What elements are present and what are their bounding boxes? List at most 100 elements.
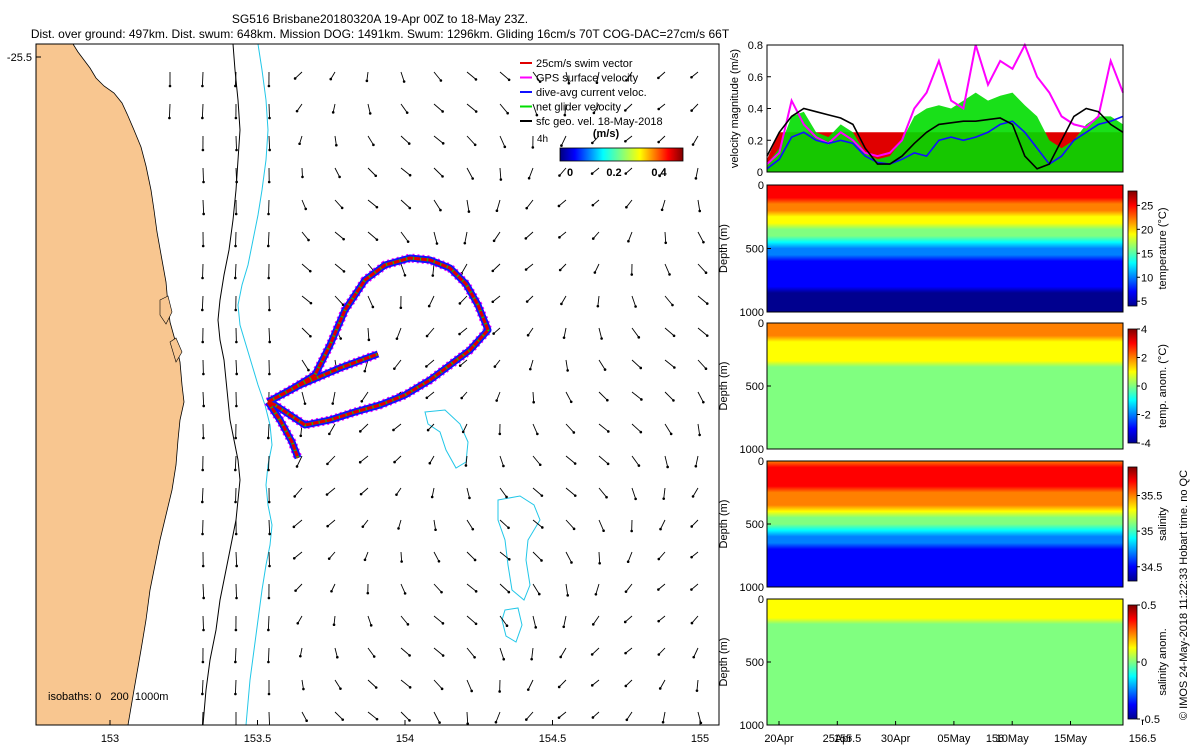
sfc-arrow	[400, 167, 411, 176]
sfc-arrow-head	[591, 203, 595, 207]
sfc-arrow	[691, 551, 699, 558]
sfc-arrow-head	[626, 560, 630, 563]
sfc-arrow-head	[338, 175, 341, 179]
sfc-arrow	[332, 391, 336, 404]
section-colorbar	[1127, 190, 1138, 307]
sfc-arrow-head	[467, 210, 471, 213]
sfc-arrow	[202, 583, 205, 599]
lon-tick-label: 153	[101, 733, 119, 745]
sfc-arrow-head	[326, 524, 329, 528]
colorbar-tick-label: 5	[1141, 296, 1147, 308]
sfc-arrow-head	[437, 560, 441, 563]
sfc-arrow	[564, 103, 567, 116]
swim-vector-track	[266, 256, 490, 459]
sfc-arrow	[334, 263, 345, 272]
sfc-arrow-head	[168, 116, 171, 120]
sfc-arrow-head	[623, 620, 627, 624]
sfc-arrow-head	[201, 532, 204, 536]
sfc-arrow-head	[293, 77, 297, 80]
sfc-arrow	[532, 551, 542, 561]
island	[159, 295, 173, 325]
section-colorbar	[1127, 466, 1138, 582]
sfc-arrow-head	[267, 628, 270, 632]
sfc-arrow	[626, 711, 633, 721]
sfc-arrow-head	[661, 720, 665, 724]
sfc-arrow	[526, 295, 534, 302]
sfc-arrow-head	[267, 180, 271, 184]
sfc-arrow	[400, 231, 409, 242]
sfc-arrow-head	[531, 146, 535, 149]
velocity-ytick-label: 0.8	[748, 40, 763, 52]
sfc-arrow-head	[495, 209, 499, 213]
sfc-arrow	[664, 263, 670, 275]
sfc-arrow-head	[395, 337, 399, 340]
sfc-arrow-head	[471, 527, 475, 531]
sfc-arrow-head	[529, 367, 532, 371]
sfc-arrow-head	[307, 238, 310, 242]
map-frame	[35, 43, 720, 726]
section-panel-2: 0 500 1000 Depth (m) 4 2 0 -2 -4 temp. anom. (°C)	[718, 318, 1169, 456]
sfc-arrow-head	[570, 561, 573, 564]
colorbar-tick-label: 2	[1141, 353, 1147, 365]
sfc-arrow	[400, 583, 406, 594]
sfc-arrow	[565, 391, 572, 403]
sfc-arrow-head	[662, 497, 666, 500]
sfc-arrow	[664, 455, 669, 468]
net-speed-area	[767, 92, 1123, 172]
sfc-arrow	[299, 647, 303, 657]
sfc-arrow	[202, 167, 204, 183]
sfc-arrow	[367, 295, 374, 308]
sfc-arrow-head	[407, 142, 411, 145]
sfc-arrow-head	[328, 432, 331, 436]
sfc-arrow-head	[560, 144, 563, 147]
sfc-arrow-head	[201, 84, 204, 88]
sfc-arrow-head	[267, 468, 270, 472]
sfc-arrow	[393, 423, 402, 431]
sfc-arrow	[660, 519, 666, 530]
sfc-arrow	[598, 519, 605, 531]
colorbar-label: temp. anom. (°C)	[1157, 344, 1169, 428]
sfc-arrow	[268, 519, 271, 535]
colorbar-tick-label: 25	[1141, 200, 1153, 212]
colorbar-tick-label: -0.5	[1141, 714, 1160, 726]
sfc-arrow-head	[296, 622, 300, 625]
sfc-arrow	[334, 295, 344, 306]
sfc-arrow-head	[474, 622, 478, 626]
sfc-arrow	[625, 135, 633, 142]
sfc-arrow	[202, 391, 205, 407]
sfc-arrow-head	[702, 400, 705, 404]
sfc-arrow-head	[342, 270, 346, 273]
sfc-arrow-head	[560, 302, 563, 306]
sfc-arrow	[400, 711, 410, 721]
sfc-arrow	[625, 167, 633, 174]
sfc-arrow	[426, 391, 435, 399]
sfc-arrow	[334, 135, 337, 146]
colorbar-tick-label: 0	[1141, 657, 1147, 669]
sfc-arrow	[427, 423, 435, 431]
sfc-arrow	[459, 327, 468, 335]
sfc-arrow	[661, 199, 666, 210]
sfc-arrow	[658, 551, 666, 560]
lon-tick-label: 155.5	[834, 733, 862, 745]
colorbar-tick-label: -4	[1141, 438, 1151, 450]
sfc-arrow-head	[536, 432, 539, 436]
sfc-arrow-head	[591, 141, 594, 145]
sfc-arrow	[563, 615, 567, 627]
colorbar-tick-label: 35	[1141, 526, 1153, 538]
sfc-arrow-head	[234, 500, 237, 504]
sfc-arrow-head	[473, 143, 477, 147]
sfc-arrow	[433, 71, 442, 81]
sfc-arrow-head	[202, 180, 205, 184]
sfc-arrow	[499, 71, 510, 81]
sfc-arrow-head	[705, 302, 709, 305]
sfc-arrow-head	[607, 430, 610, 433]
sfc-arrow	[328, 551, 336, 559]
sfc-arrow-head	[624, 651, 627, 655]
sfc-arrow	[598, 551, 601, 564]
sfc-arrow-head	[295, 109, 299, 113]
sfc-arrow	[659, 167, 666, 177]
sfc-arrow-head	[562, 336, 566, 339]
sfc-arrow-head	[499, 178, 503, 181]
sfc-arrow-head	[267, 436, 270, 440]
